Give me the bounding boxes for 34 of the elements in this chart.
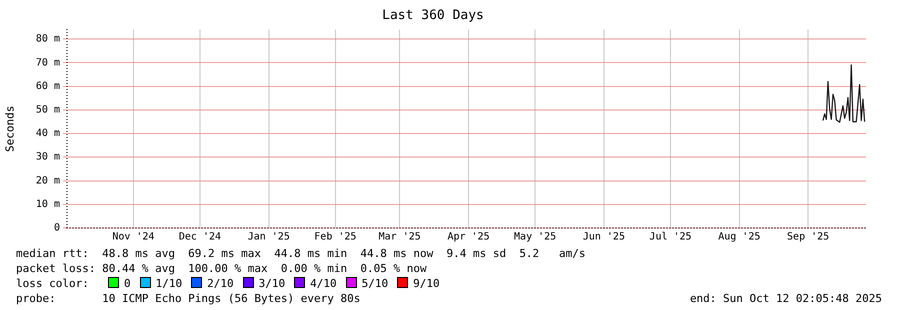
x-tick-label: Feb '25 (314, 232, 356, 243)
y-tick-label: 70 m (36, 57, 60, 68)
text: probe: 10 ICMP Echo Pings (56 Bytes) every 80s (16, 292, 360, 305)
chart-title: Last 360 Days (382, 8, 484, 24)
x-tick-label: Jul '25 (649, 232, 692, 243)
text: median rtt: 48.8 ms avg 69.2 ms max 44.8 ms min 44.8 ms now 9.4 ms sd 5.2 am/s (16, 247, 586, 260)
y-tick-label: 80 m (36, 34, 60, 45)
text: 5/10 (362, 277, 388, 290)
text: 3/10 (258, 277, 286, 290)
x-tick-label: Nov '24 (112, 232, 154, 243)
text: end: Sun Oct 12 02:05:48 2025 (690, 291, 882, 306)
y-tick-label: 10 m (36, 198, 60, 210)
x-tick-label: Dec '24 (178, 232, 222, 243)
y-tick-label: 60 m (36, 80, 60, 92)
text: 9/10 (413, 277, 440, 290)
y-tick-label: 50 m (36, 104, 60, 116)
text: 2/10 (207, 277, 234, 290)
text: 0 (124, 277, 131, 290)
y-tick-label: 30 m (36, 152, 60, 163)
text: packet loss: 80.44 % avg 100.00 % max 0.00 % min 0.05 % now (16, 262, 427, 275)
y-tick-label: 40 m (36, 128, 60, 140)
x-tick-label: Aug '25 (718, 232, 760, 243)
x-tick-label: Apr '25 (447, 232, 490, 243)
x-tick-label: May '25 (514, 232, 556, 243)
text: 1/10 (156, 277, 182, 290)
x-tick-label: Jun '25 (582, 232, 625, 243)
x-tick-label: Mar '25 (378, 232, 421, 243)
x-tick-label: Jan '25 (248, 232, 290, 243)
y-axis-title: Seconds (3, 106, 16, 152)
y-tick-label: 20 m (36, 175, 60, 186)
y-tick-label: 0 (54, 222, 60, 234)
text: loss color: (16, 276, 90, 291)
x-tick-label: Sep '25 (787, 232, 830, 243)
text: 4/10 (310, 277, 337, 290)
